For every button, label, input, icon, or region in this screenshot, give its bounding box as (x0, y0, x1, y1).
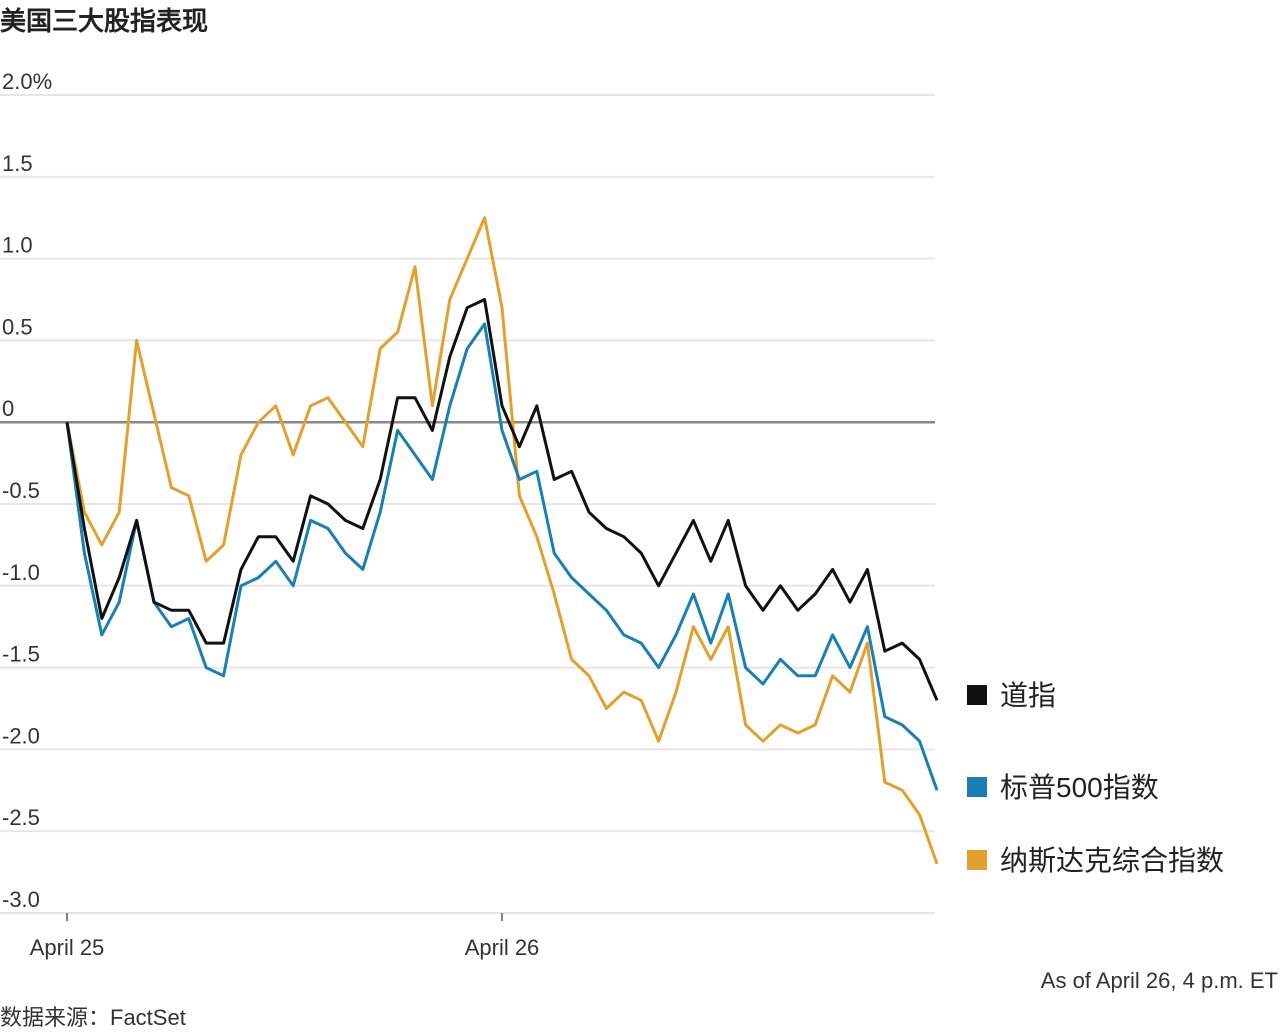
legend-label: 标普500指数 (1000, 772, 1159, 803)
y-tick-label: 2.0% (2, 69, 52, 94)
line (65, 298, 939, 701)
legend-swatch (967, 777, 987, 797)
y-tick-label: -0.5 (2, 478, 40, 503)
y-tick-label: 0.5 (2, 314, 33, 339)
line (65, 322, 939, 791)
y-tick-label: 1.5 (2, 151, 33, 176)
source: 数据来源：FactSet (0, 1005, 186, 1030)
legend-swatch (967, 850, 987, 870)
y-tick-label: 0 (2, 396, 14, 421)
chart-title: 美国三大股指表现 (0, 6, 208, 36)
y-tick-label: 1.0 (2, 233, 33, 258)
legend-label: 道指 (1000, 680, 1056, 711)
y-tick-label: -2.5 (2, 805, 40, 830)
y-tick-label: -2.0 (2, 723, 40, 748)
legend-label: 纳斯达克综合指数 (1000, 845, 1224, 876)
y-tick-label: -1.5 (2, 642, 40, 667)
x-tick-label: April 26 (465, 935, 540, 960)
note: As of April 26, 4 p.m. ET (1041, 968, 1278, 993)
x-tick-label: April 25 (30, 935, 105, 960)
y-tick-label: -3.0 (2, 887, 40, 912)
legend-swatch (967, 685, 987, 705)
line (65, 216, 939, 865)
y-tick-label: -1.0 (2, 560, 40, 585)
